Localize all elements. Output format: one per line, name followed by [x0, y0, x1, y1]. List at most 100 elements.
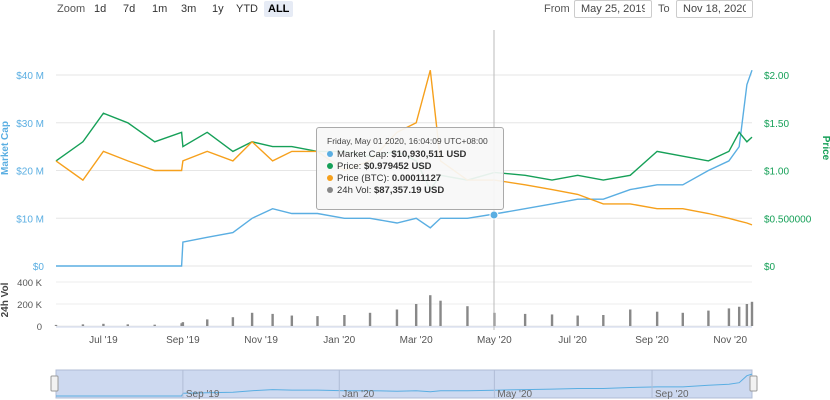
price-tick-label: $1.50 — [764, 119, 789, 130]
volume-bar — [102, 323, 105, 326]
tooltip-row-market-cap: Market Cap: $10,930,511 USD — [327, 149, 503, 161]
price-tick-label: $0 — [764, 262, 776, 273]
navigator-series-line — [56, 373, 753, 397]
navigator-tick-label: May '20 — [497, 389, 532, 400]
tooltip-row-price: Price: $0.979452 USD — [327, 161, 503, 173]
grid — [56, 74, 752, 327]
zoom-1m-button[interactable]: 1m — [152, 3, 168, 15]
volume-bar — [707, 310, 710, 326]
market-cap-axis: $0 $10 M $20 M $30 M $40 M Market Cap — [0, 71, 44, 273]
market-cap-tick-label: $20 M — [16, 167, 44, 178]
volume-bar — [271, 313, 274, 326]
price-btc-dot-icon — [327, 175, 333, 182]
volume-bar — [54, 324, 58, 326]
volume-bar — [439, 300, 442, 326]
tooltip-label: Price (BTC): — [337, 173, 390, 184]
volume-bar — [523, 313, 527, 326]
volume-bar — [180, 323, 183, 326]
volume-bar — [153, 324, 156, 326]
navigator-tick-label: Jan '20 — [342, 389, 374, 400]
price-dot-icon — [327, 163, 333, 170]
price-btc-line — [55, 70, 753, 226]
volume-bar — [737, 306, 741, 326]
tooltip-title: Friday, May 01 2020, 16:04:09 UTC+08:00 — [327, 136, 488, 146]
navigator-tick-label: Sep '20 — [655, 389, 689, 400]
volume-bar — [414, 304, 418, 326]
volume-bars — [54, 295, 754, 326]
tooltip-label: 24h Vol: — [337, 185, 372, 196]
x-tick-label: Sep '20 — [635, 335, 669, 346]
volume-bar — [290, 315, 294, 326]
tooltip-value: $87,357.19 USD — [373, 185, 445, 196]
to-date-input[interactable] — [676, 0, 753, 18]
volume-bar — [126, 324, 129, 326]
navigator-right-handle[interactable] — [749, 375, 758, 392]
volume-bar — [602, 315, 605, 326]
volume-bar — [466, 306, 469, 326]
volume-bar — [629, 309, 632, 326]
price-tick-label: $1.00 — [764, 167, 789, 178]
volume-bar — [576, 315, 579, 326]
zoom-all-button[interactable]: ALL — [264, 1, 294, 17]
volume-bar — [550, 314, 554, 326]
x-tick-label: Jul '19 — [89, 335, 118, 346]
market-cap-axis-title: Market Cap — [0, 121, 11, 175]
volume-bar — [745, 304, 749, 326]
volume-bar — [343, 315, 346, 326]
zoom-ytd-button[interactable]: YTD — [236, 3, 258, 15]
volume-bar — [368, 312, 372, 326]
x-tick-label: May '20 — [477, 335, 512, 346]
x-tick-label: Jul '20 — [558, 335, 587, 346]
market-cap-tick-label: $30 M — [16, 119, 44, 130]
range-toolbar: Zoom 1d 7d 1m 3m 1y YTD ALL From To — [0, 0, 830, 22]
tooltip-label: Market Cap: — [337, 149, 389, 160]
x-tick-label: Nov '19 — [244, 335, 278, 346]
tooltip-value: $10,930,511 USD — [391, 149, 467, 160]
from-label: From — [544, 3, 570, 15]
volume-tick-label: 0 — [37, 322, 42, 333]
tooltip-value: 0.00011127 — [391, 173, 442, 184]
zoom-7d-button[interactable]: 7d — [123, 3, 136, 15]
to-label: To — [658, 3, 670, 15]
volume-bar — [727, 308, 731, 326]
tooltip-row-volume: 24h Vol: $87,357.19 USD — [327, 185, 503, 197]
tooltip: Friday, May 01 2020, 16:04:09 UTC+08:00 … — [316, 127, 504, 210]
zoom-1d-button[interactable]: 1d — [94, 3, 107, 15]
volume-dot-icon — [327, 187, 333, 194]
zoom-3m-button[interactable]: 3m — [181, 3, 197, 15]
tooltip-row-price-btc: Price (BTC): 0.00011127 — [327, 173, 503, 185]
price-tick-label: $2.00 — [764, 71, 789, 82]
navigator-left-handle[interactable] — [50, 375, 59, 392]
navigator[interactable]: Sep '19 Jan '20 May '20 Sep '20 — [50, 369, 758, 400]
x-tick-label: Sep '19 — [166, 335, 200, 346]
x-tick-label: Jan '20 — [323, 335, 355, 346]
volume-bar — [429, 295, 432, 326]
volume-bar — [395, 309, 399, 326]
price-axis-title: Price — [820, 136, 830, 161]
market-cap-tick-label: $10 M — [16, 214, 44, 225]
tooltip-label: Price: — [337, 161, 362, 172]
price-axis: $0 $0.500000 $1.00 $1.50 $2.00 Price — [764, 71, 830, 273]
volume-tick-label: 200 K — [17, 300, 42, 311]
market-cap-tick-label: $40 M — [16, 71, 44, 82]
navigator-selection — [55, 369, 753, 399]
from-date-input[interactable] — [574, 0, 652, 18]
volume-axis: 0 200 K 400 K 24h Vol — [0, 278, 43, 333]
volume-axis-title: 24h Vol — [0, 282, 11, 317]
zoom-1y-button[interactable]: 1y — [212, 3, 224, 15]
volume-bar — [181, 322, 185, 326]
volume-bar — [316, 316, 319, 326]
navigator-tick-label: Sep '19 — [186, 389, 220, 400]
volume-bar — [250, 312, 254, 326]
volume-tick-label: 400 K — [17, 278, 42, 289]
volume-bar — [655, 311, 659, 326]
market-cap-dot-icon — [327, 151, 333, 158]
tooltip-value: $0.979452 USD — [363, 161, 432, 172]
x-tick-label: Mar '20 — [400, 335, 433, 346]
volume-bar — [206, 319, 209, 326]
volume-bar — [681, 312, 684, 326]
hover-marker — [489, 210, 499, 220]
price-tick-label: $0.500000 — [764, 214, 812, 225]
x-tick-label: Nov '20 — [713, 335, 747, 346]
